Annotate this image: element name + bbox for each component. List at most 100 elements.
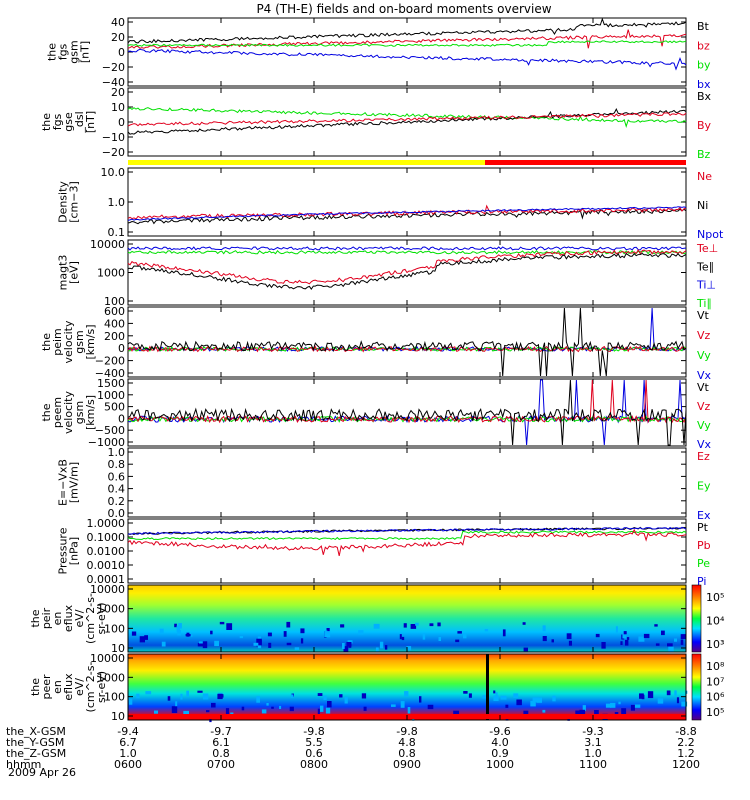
y-tick-label: −10 — [102, 131, 125, 144]
orbit-table: the_X-GSM -9.4 -9.7 -9.8 -9.8 -9.6 -9.3 -8.8 the… — [6, 725, 700, 771]
spectrogram-cell — [575, 710, 581, 716]
spectrogram-cell — [176, 625, 181, 633]
spectrogram-cell — [379, 641, 384, 649]
spectrogram-cell — [401, 636, 405, 641]
legend-Ez: Ez — [697, 450, 710, 463]
orbit-row-label: the_X-GSM — [6, 725, 66, 738]
y-tick-label: 0 — [118, 342, 125, 355]
spectrogram-cell — [676, 697, 680, 704]
series-Pe — [127, 530, 687, 541]
y-tick-label: 0 — [118, 46, 125, 59]
spectrogram-cell — [530, 700, 536, 707]
colorbar-label: 10³ — [706, 638, 724, 651]
y-tick-label: 10000 — [90, 583, 125, 596]
series-Npot — [127, 206, 687, 221]
orbit-value: 1100 — [579, 758, 607, 771]
orbit-value: 6.7 — [119, 736, 137, 749]
spectrogram-cell — [256, 696, 260, 703]
spectrogram-cell — [154, 710, 158, 714]
legend-Te⊥: Te⊥ — [696, 242, 718, 255]
spectrogram-cell — [214, 640, 219, 647]
orbit-value: 0600 — [114, 758, 142, 771]
orbit-value: 4.8 — [398, 736, 416, 749]
y-tick-label: 0 — [118, 116, 125, 129]
spectrogram-cell — [438, 637, 441, 641]
y-tick-label: 1.0 — [108, 196, 126, 209]
spectrogram-cell — [373, 623, 380, 629]
series-by — [127, 40, 687, 47]
orbit-value: 0800 — [300, 758, 328, 771]
spectrogram-cell — [400, 701, 405, 708]
series-Ne — [127, 204, 687, 220]
spectrogram-cell — [294, 647, 300, 650]
series-Bx — [127, 107, 687, 135]
spectrogram-cell — [131, 631, 137, 636]
legend-by: by — [697, 59, 711, 72]
y-tick-label: 0 — [118, 412, 125, 425]
spectrogram-cell — [206, 710, 210, 713]
spectrogram-cell — [279, 705, 282, 709]
spectrogram-cell — [453, 710, 460, 718]
figure-title: P4 (TH-E) fields and on-board moments ov… — [256, 2, 551, 16]
legend-Ex: Ex — [697, 509, 711, 522]
spectrogram-cell — [347, 640, 353, 644]
series-bx — [127, 48, 687, 71]
series-Vz-ee — [127, 379, 687, 424]
spectrogram-cell — [579, 709, 586, 717]
panel-bg-4 — [128, 307, 686, 377]
spectrogram-cell — [643, 633, 650, 639]
orbit-value: 5.5 — [305, 736, 323, 749]
y-tick-label: 10000 — [90, 652, 125, 665]
spectrogram-cell — [429, 623, 434, 627]
spectrogram-cell — [513, 693, 519, 698]
series-Vt-ee — [127, 379, 687, 446]
spectrogram-cell — [363, 706, 367, 711]
y-axis-label: E=−VxB[mV/m] — [57, 459, 81, 506]
y-axis-label: magt3[eV] — [57, 255, 81, 291]
spectrogram-cell — [343, 646, 349, 653]
spectrogram-cell — [139, 636, 145, 643]
spectrogram-cell — [605, 703, 612, 708]
spectrogram-cell — [186, 690, 189, 697]
y-tick-label: −40 — [102, 76, 125, 89]
spectrogram-cell — [468, 693, 472, 698]
legend-Pb: Pb — [697, 539, 711, 552]
spectrogram-cell — [384, 645, 388, 650]
y-tick-label: 500 — [104, 401, 125, 414]
spectrogram-cell — [626, 637, 630, 640]
spectrogram-cell — [415, 622, 419, 626]
y-tick-label: −500 — [95, 424, 125, 437]
y-tick-label: 0.0001 — [87, 573, 126, 586]
spectrogram-cell — [300, 638, 304, 644]
spectrogram-cell — [419, 696, 422, 703]
y-tick-label: −400 — [95, 367, 125, 380]
legend-Ti∥: Ti∥ — [696, 297, 712, 310]
orbit-value: 0.8 — [398, 747, 416, 760]
series-Pi — [127, 526, 687, 535]
spectrogram-cell — [320, 705, 324, 712]
spectrogram-cell — [455, 639, 460, 643]
orbit-value: 2.2 — [677, 736, 695, 749]
orbit-value: 0900 — [393, 758, 421, 771]
legend-Ni: Ni — [697, 199, 708, 212]
spectrogram-cell — [253, 642, 259, 646]
spectrogram-cell — [407, 707, 411, 714]
orbit-value: -9.3 — [582, 725, 603, 738]
date-label: 2009 Apr 26 — [8, 766, 76, 779]
spectrogram-cell — [654, 624, 658, 627]
y-axis-label: Pressure[nPa] — [57, 527, 81, 574]
legend-Vt: Vt — [697, 309, 710, 322]
y-tick-label: 100 — [104, 691, 125, 704]
orbit-value: -9.8 — [396, 725, 417, 738]
spectrogram-cell — [661, 630, 665, 636]
spectrogram-cell — [340, 624, 345, 628]
y-tick-label: 1500 — [97, 377, 125, 390]
series-Vt — [127, 307, 687, 377]
spectrogram-cell — [404, 691, 409, 697]
legend-Bx: Bx — [697, 90, 712, 103]
spectrogram-cell — [536, 697, 542, 703]
spectrogram-cell — [463, 691, 468, 694]
spectrogram-cell — [177, 630, 181, 636]
panels-group: 40200−20−40thefgsgsm[nT]Btbzbybx20100−10… — [29, 16, 725, 723]
legend-Npot: Npot — [697, 228, 724, 241]
